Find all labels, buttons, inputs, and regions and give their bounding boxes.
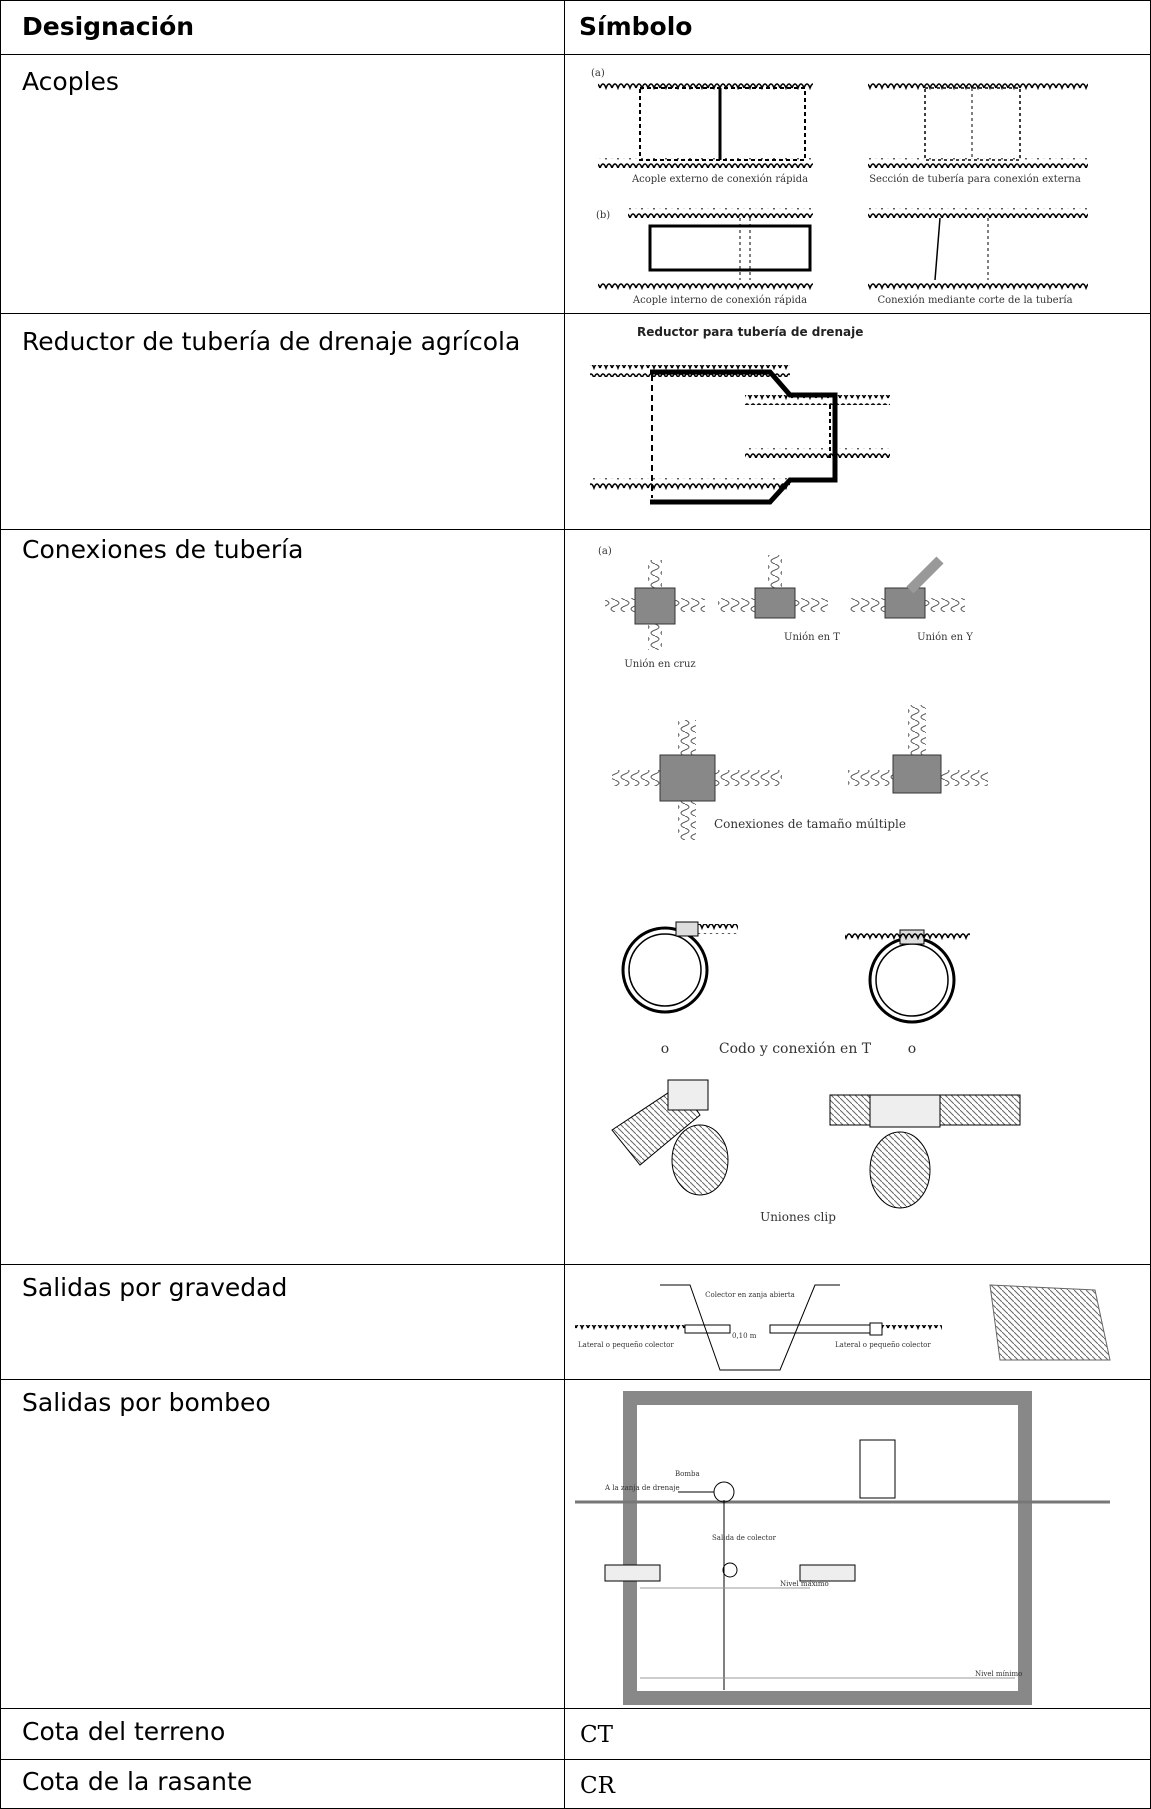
designation: Cota del terreno: [22, 1717, 226, 1746]
gravedad-drawing: [575, 1284, 1111, 1371]
label: (b): [596, 210, 610, 221]
symbol: CR: [580, 1773, 615, 1799]
designation: Acoples: [22, 67, 119, 96]
caption: Nivel mínimo: [975, 1670, 1022, 1678]
header-cell: Símbolo: [579, 12, 693, 41]
designation: Salidas por gravedad: [22, 1273, 288, 1302]
designation: Reductor de tubería de drenaje agrícola: [22, 327, 521, 356]
caption: Unión en T: [784, 632, 840, 643]
caption: Conexiones de tamaño múltiple: [714, 817, 906, 831]
caption: Unión en cruz: [624, 659, 695, 670]
caption: Conexión mediante corte de la tubería: [877, 295, 1072, 306]
bombeo-drawing: [575, 1391, 1110, 1705]
designation: Conexiones de tubería: [22, 535, 304, 564]
caption: Lateral o pequeño colector: [578, 1341, 674, 1349]
caption: o: [661, 1041, 669, 1057]
caption: 0,10 m: [732, 1332, 757, 1340]
caption: Lateral o pequeño colector: [835, 1341, 931, 1349]
caption: Bomba: [675, 1470, 700, 1478]
designation: Salidas por bombeo: [22, 1388, 271, 1417]
caption: Colector en zanja abierta: [705, 1291, 795, 1299]
caption: Acople externo de conexión rápida: [631, 174, 808, 185]
conexiones-drawing: [605, 555, 1021, 1209]
caption: Salida de colector: [712, 1534, 777, 1542]
caption: Codo y conexión en T: [719, 1041, 872, 1057]
caption: Reductor para tubería de drenaje: [637, 325, 863, 339]
label: (a): [591, 68, 605, 79]
caption: A la zanja de drenaje: [604, 1484, 680, 1492]
label: (a): [598, 546, 612, 557]
symbol: CT: [580, 1722, 613, 1748]
caption: Sección de tubería para conexión externa: [869, 174, 1081, 185]
acoples-drawing: [598, 80, 1088, 290]
caption: o: [908, 1041, 916, 1057]
designation: Cota de la rasante: [22, 1767, 253, 1796]
caption: Unión en Y: [917, 632, 973, 643]
header-cell: Designación: [22, 12, 195, 41]
reductor-drawing: [590, 365, 890, 505]
caption: Nivel máximo: [780, 1580, 829, 1588]
caption: Uniones clip: [760, 1210, 836, 1224]
caption: Acople interno de conexión rápida: [632, 295, 807, 306]
